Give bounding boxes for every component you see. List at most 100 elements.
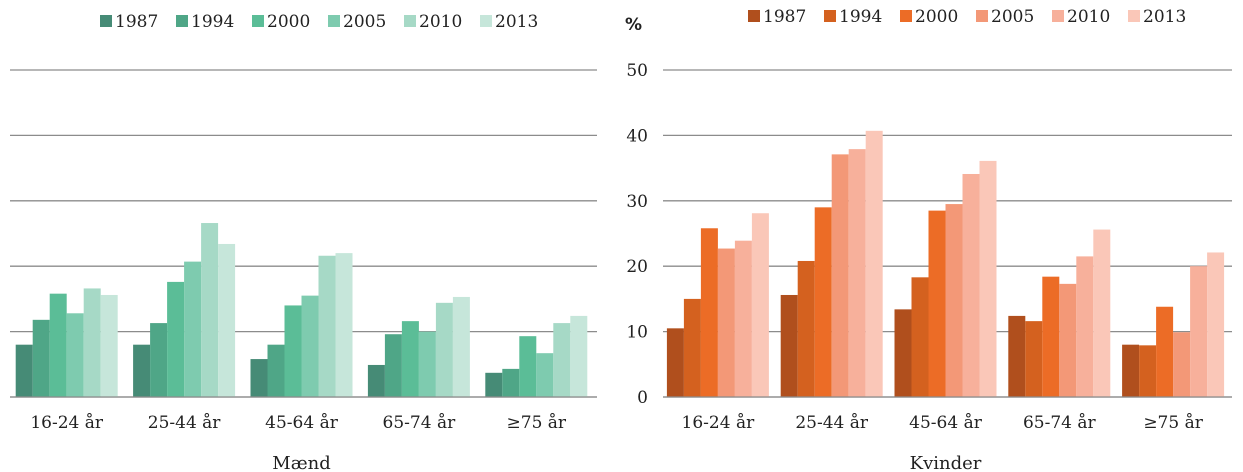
bar-2000-4 <box>1156 306 1174 397</box>
legend-label: 2013 <box>495 12 538 32</box>
legend-swatch <box>404 15 416 27</box>
y-tick-label: 30 <box>626 192 648 212</box>
bar-1987-3 <box>1008 315 1026 397</box>
bar-2005-1 <box>831 154 849 397</box>
legend-item-2005: 2005 <box>328 12 386 32</box>
bar-1994-1 <box>797 260 815 397</box>
bar-1987-4 <box>1122 344 1140 397</box>
bar-1987-1 <box>780 294 798 397</box>
x-category-label: 65-74 år <box>1023 413 1097 433</box>
bar-2010-1 <box>201 223 219 397</box>
bar-2000-1 <box>167 281 185 397</box>
bar-1987-2 <box>250 359 268 397</box>
legend-swatch <box>252 15 264 27</box>
bar-1994-0 <box>683 298 701 397</box>
legend-item-1987: 1987 <box>100 12 158 32</box>
bar-2005-2 <box>301 295 319 397</box>
legend-swatch <box>328 15 340 27</box>
y-tick-label: 0 <box>637 388 648 408</box>
x-category-label: 25-44 år <box>148 413 222 433</box>
bar-2005-0 <box>66 313 84 397</box>
bar-2013-1 <box>218 243 236 397</box>
bar-2005-4 <box>1173 332 1191 397</box>
x-axis-title: Mænd <box>272 453 330 472</box>
legend-label: 1987 <box>115 12 158 32</box>
legend-label: 1987 <box>763 7 806 27</box>
bar-1987-0 <box>666 328 684 397</box>
legend-label: 1994 <box>191 12 234 32</box>
bar-2010-3 <box>435 302 453 397</box>
x-category-label: 45-64 år <box>265 413 339 433</box>
bar-2000-3 <box>1042 276 1060 397</box>
legend-item-2000: 2000 <box>900 7 958 27</box>
bar-2005-4 <box>536 353 554 397</box>
legend-swatch <box>900 10 912 22</box>
x-category-label: 25-44 år <box>795 413 869 433</box>
bar-2013-3 <box>452 296 470 397</box>
legend-item-1987: 1987 <box>748 7 806 27</box>
bar-2010-4 <box>553 323 571 397</box>
bar-2010-2 <box>962 173 980 397</box>
bar-2013-4 <box>1207 252 1225 397</box>
chart-panel-kvinder: 0 10 20 30 40 50% 16-24 år 25-44 år 45-64 år 65-7… <box>625 7 1232 472</box>
legend-swatch <box>480 15 492 27</box>
legend-label: 2010 <box>1067 7 1110 27</box>
x-category-label: 16-24 år <box>682 413 756 433</box>
bar-2010-3 <box>1076 256 1094 397</box>
x-category-label: 16-24 år <box>30 413 104 433</box>
bar-1994-4 <box>1139 345 1157 397</box>
bar-2000-0 <box>49 293 67 397</box>
bar-1994-1 <box>150 323 168 397</box>
bar-2000-3 <box>401 321 419 397</box>
bar-1987-0 <box>15 344 33 397</box>
legend-label: 2005 <box>991 7 1034 27</box>
bar-2005-1 <box>184 261 202 397</box>
legend-swatch <box>976 10 988 22</box>
bar-1994-4 <box>502 368 520 397</box>
bar-1987-2 <box>894 309 912 397</box>
legend-item-1994: 1994 <box>176 12 234 32</box>
bar-2013-3 <box>1093 229 1111 397</box>
bar-2005-0 <box>717 248 735 397</box>
bar-2010-2 <box>318 255 336 397</box>
bar-2000-4 <box>519 336 537 397</box>
legend-item-2013: 2013 <box>1128 7 1186 27</box>
legend-swatch <box>176 15 188 27</box>
legend-item-2005: 2005 <box>976 7 1034 27</box>
bar-2010-1 <box>848 149 866 397</box>
y-tick-label: 10 <box>626 323 648 343</box>
legend-label: 2005 <box>343 12 386 32</box>
bar-2000-1 <box>814 207 832 397</box>
y-tick-label: 20 <box>626 257 648 277</box>
legend-label: 2013 <box>1143 7 1186 27</box>
x-category-label: 65-74 år <box>383 413 457 433</box>
legend-swatch <box>748 10 760 22</box>
y-tick-label: 40 <box>626 126 648 146</box>
bar-2013-2 <box>979 160 997 397</box>
legend-swatch <box>1052 10 1064 22</box>
legend-label: 1994 <box>839 7 882 27</box>
bar-2010-0 <box>83 288 101 397</box>
bar-2013-0 <box>100 294 118 397</box>
bar-1994-2 <box>911 277 929 397</box>
legend-item-2010: 2010 <box>404 12 462 32</box>
y-axis-unit-label: % <box>625 15 642 35</box>
bar-2013-2 <box>335 253 353 397</box>
bar-2013-1 <box>865 130 883 397</box>
bar-2013-0 <box>751 213 769 397</box>
bar-1994-3 <box>1025 321 1043 397</box>
bar-1987-1 <box>133 344 151 397</box>
x-category-label: ≥75 år <box>507 413 567 433</box>
bar-2013-4 <box>570 315 588 397</box>
bar-2000-2 <box>928 210 946 397</box>
legend-item-2010: 2010 <box>1052 7 1110 27</box>
bar-1994-0 <box>32 319 50 397</box>
bar-1994-3 <box>384 334 402 397</box>
legend-swatch <box>1128 10 1140 22</box>
bar-2010-4 <box>1190 266 1208 397</box>
legend-swatch <box>100 15 112 27</box>
x-category-label: 45-64 år <box>909 413 983 433</box>
chart-panel-maend: 16-24 år 25-44 år 45-64 år 65-74 år ≥75 år Mæ… <box>10 12 597 472</box>
